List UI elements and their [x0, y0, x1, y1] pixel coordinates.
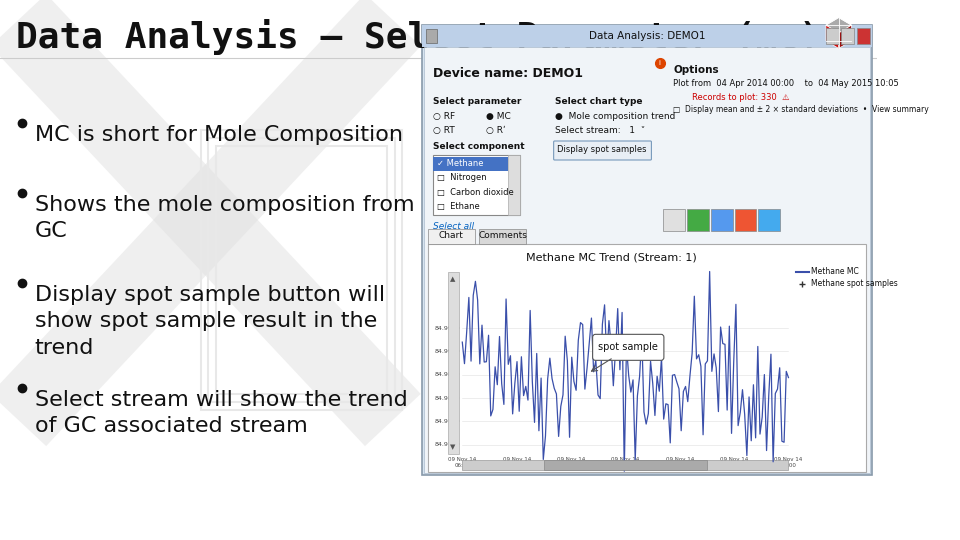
Text: 84.9950: 84.9950	[435, 326, 461, 330]
Text: □  Display mean and ± 2 × standard deviations  •  View summary: □ Display mean and ± 2 × standard deviat…	[673, 105, 929, 114]
Text: 09 Nov 14
06:00: 09 Nov 14 06:00	[448, 457, 476, 468]
FancyBboxPatch shape	[826, 28, 839, 44]
Text: 84.9750: 84.9750	[435, 419, 461, 424]
Text: ▼: ▼	[450, 444, 456, 450]
Text: Device name: DEMO1: Device name: DEMO1	[433, 67, 583, 80]
Text: Select chart type: Select chart type	[555, 97, 642, 106]
FancyBboxPatch shape	[422, 25, 872, 475]
Text: Select stream:   1  ˅: Select stream: 1 ˅	[555, 126, 645, 135]
FancyBboxPatch shape	[592, 334, 664, 360]
Text: ✓ Methane: ✓ Methane	[437, 159, 483, 168]
Text: 09 Nov 14
18:00: 09 Nov 14 18:00	[775, 457, 803, 468]
Text: 09 Nov 14
12:00: 09 Nov 14 12:00	[612, 457, 639, 468]
FancyBboxPatch shape	[687, 209, 709, 231]
Text: Methane spot samples: Methane spot samples	[811, 280, 898, 288]
Text: ○ RF: ○ RF	[433, 112, 455, 121]
Text: 09 Nov 14
16:00: 09 Nov 14 16:00	[720, 457, 748, 468]
FancyBboxPatch shape	[433, 155, 520, 215]
Text: Data Analysis: DEMO1: Data Analysis: DEMO1	[588, 31, 705, 41]
Text: Select parameter: Select parameter	[433, 97, 521, 106]
FancyBboxPatch shape	[433, 157, 508, 171]
FancyBboxPatch shape	[857, 28, 870, 44]
FancyBboxPatch shape	[508, 155, 520, 215]
FancyBboxPatch shape	[427, 229, 475, 244]
Text: Methane MC: Methane MC	[811, 267, 859, 276]
FancyBboxPatch shape	[447, 272, 459, 454]
Text: ▲: ▲	[450, 276, 456, 282]
Text: Data Analysis – Select Parameter (mc): Data Analysis – Select Parameter (mc)	[16, 19, 821, 55]
Text: ● MC: ● MC	[486, 112, 511, 121]
Text: Comments: Comments	[478, 232, 527, 240]
FancyBboxPatch shape	[710, 209, 732, 231]
FancyBboxPatch shape	[842, 28, 854, 44]
Text: 84.9800: 84.9800	[435, 395, 461, 401]
Text: Records to plot: 330  ⚠: Records to plot: 330 ⚠	[691, 93, 789, 102]
Text: 84.9850: 84.9850	[435, 372, 461, 377]
Text: □  Nitrogen: □ Nitrogen	[437, 173, 487, 183]
FancyBboxPatch shape	[427, 244, 866, 472]
Text: Display spot sample button will
show spot sample result in the
trend: Display spot sample button will show spo…	[35, 285, 385, 358]
Text: Plot from  04 Apr 2014 00:00    to  04 May 2015 10:05: Plot from 04 Apr 2014 00:00 to 04 May 20…	[673, 79, 900, 88]
Text: 09 Nov 14
08:00: 09 Nov 14 08:00	[502, 457, 531, 468]
Text: Select component: Select component	[433, 142, 525, 151]
Text: 09 Nov 14
10:00: 09 Nov 14 10:00	[557, 457, 586, 468]
Text: Chart: Chart	[439, 232, 464, 240]
Text: 09 Nov 14
14:00: 09 Nov 14 14:00	[665, 457, 694, 468]
Text: MC is short for Mole Composition: MC is short for Mole Composition	[35, 125, 402, 145]
FancyBboxPatch shape	[463, 460, 788, 470]
Polygon shape	[826, 25, 839, 49]
Text: 84.9700: 84.9700	[435, 442, 461, 447]
Text: Select stream will show the trend
of GC associated stream: Select stream will show the trend of GC …	[35, 390, 407, 436]
FancyBboxPatch shape	[425, 29, 437, 43]
Text: ○ Rʹ: ○ Rʹ	[486, 126, 506, 135]
Text: i: i	[659, 60, 660, 66]
FancyBboxPatch shape	[663, 209, 685, 231]
Text: ●  Mole composition trend: ● Mole composition trend	[555, 112, 675, 121]
Text: Select all: Select all	[433, 222, 474, 231]
Text: spot sample: spot sample	[598, 342, 659, 352]
FancyBboxPatch shape	[543, 460, 707, 470]
FancyBboxPatch shape	[479, 229, 526, 244]
Text: Shows the mole composition from
GC: Shows the mole composition from GC	[35, 195, 415, 241]
Text: ○ RT: ○ RT	[433, 126, 455, 135]
FancyBboxPatch shape	[424, 47, 870, 473]
FancyBboxPatch shape	[422, 25, 872, 47]
Text: □  Carbon dioxide: □ Carbon dioxide	[437, 187, 514, 197]
FancyBboxPatch shape	[554, 141, 652, 160]
FancyBboxPatch shape	[734, 209, 756, 231]
Text: □  Ethane: □ Ethane	[437, 201, 479, 211]
Polygon shape	[826, 18, 852, 33]
Text: 84.9900: 84.9900	[435, 349, 461, 354]
Polygon shape	[839, 25, 852, 49]
FancyBboxPatch shape	[758, 209, 780, 231]
Text: Display spot samples: Display spot samples	[558, 145, 647, 154]
Text: Options: Options	[673, 65, 719, 75]
Text: Methane MC Trend (Stream: 1): Methane MC Trend (Stream: 1)	[526, 253, 697, 263]
